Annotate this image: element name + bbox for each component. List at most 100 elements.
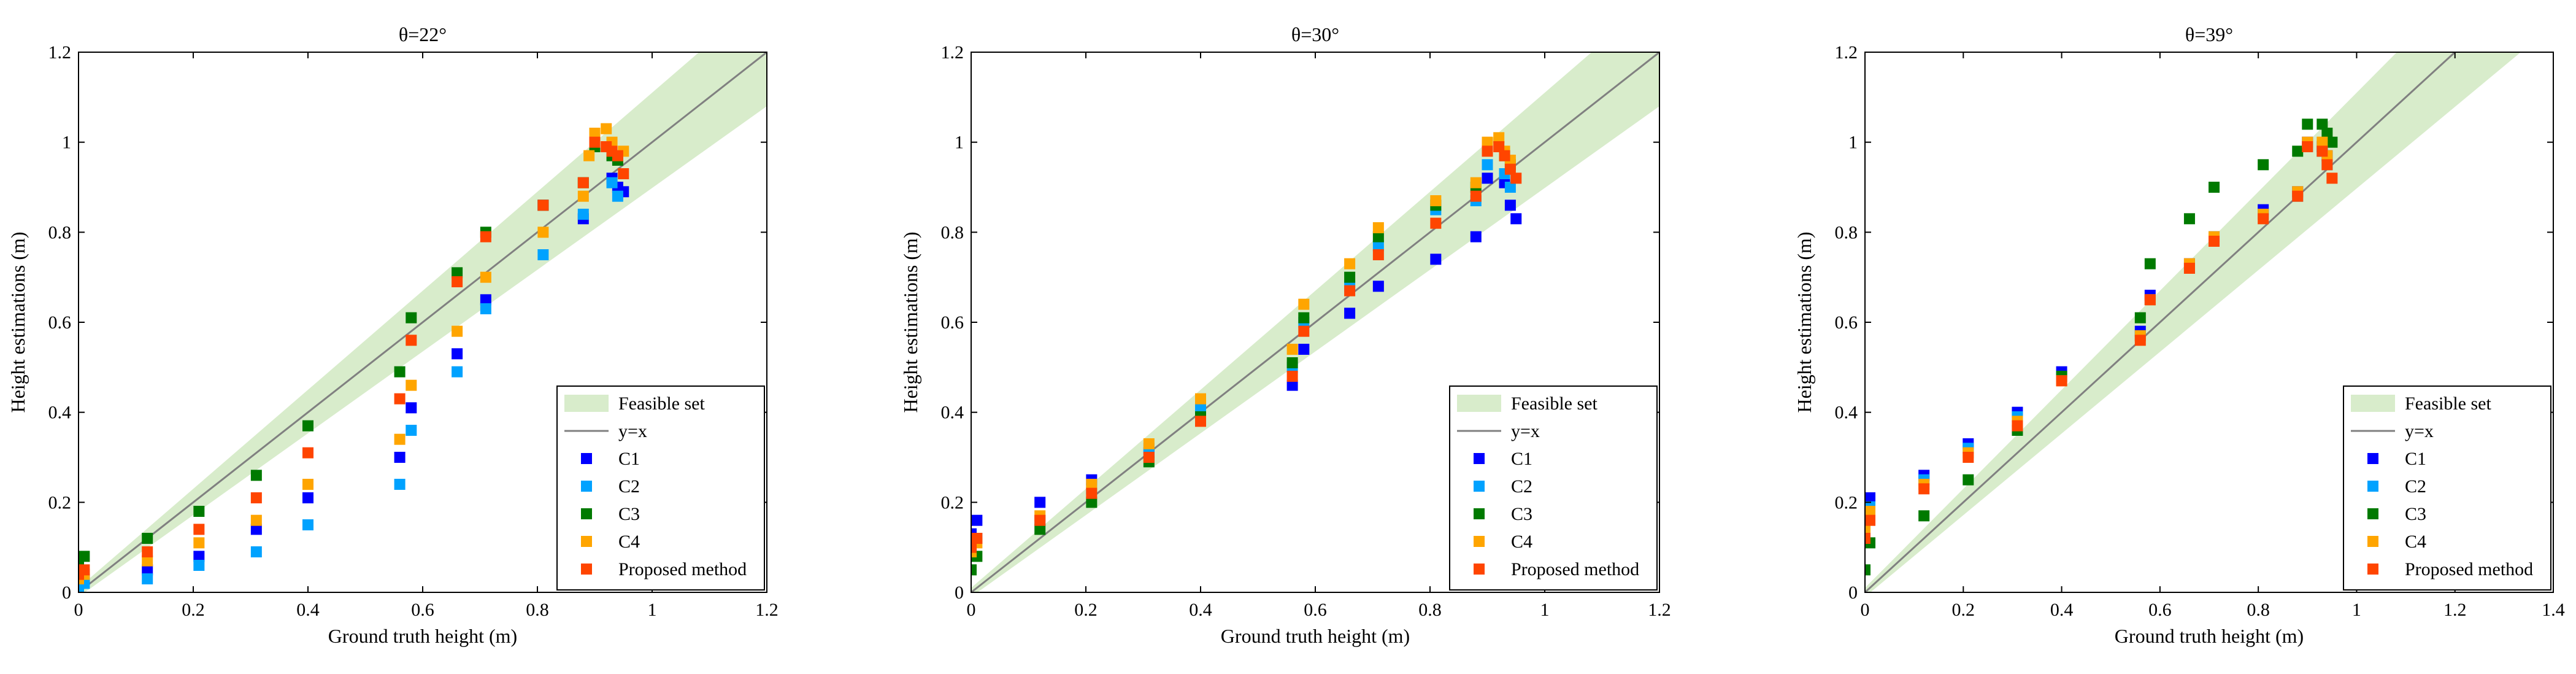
legend-label: Proposed method xyxy=(1511,559,1639,579)
legend-label: Feasible set xyxy=(2405,393,2491,414)
x-axis-label: Ground truth height (m) xyxy=(1221,625,1410,647)
y-tick-label: 1.2 xyxy=(1835,42,1858,63)
data-point-proposed xyxy=(1470,190,1482,202)
data-point-C4 xyxy=(480,271,491,283)
data-point-C1 xyxy=(1286,379,1298,391)
legend-c1: C1 xyxy=(2367,449,2426,469)
y-tick-label: 0.4 xyxy=(48,403,72,423)
legend-c1: C1 xyxy=(581,449,640,469)
data-point-C4 xyxy=(1865,506,1876,517)
legend-proposed: Proposed method xyxy=(581,559,747,579)
data-point-C2 xyxy=(406,425,417,436)
data-point-C1 xyxy=(971,514,983,526)
x-tick-label: 0 xyxy=(1861,600,1870,620)
data-point-proposed xyxy=(2258,213,2269,225)
data-point-C4 xyxy=(2316,136,2328,148)
legend-c2: C2 xyxy=(1474,476,1532,497)
x-tick-label: 0 xyxy=(74,600,83,620)
data-point-proposed xyxy=(577,177,589,188)
data-point-proposed xyxy=(193,524,205,535)
legend-swatch xyxy=(1457,395,1501,412)
data-point-C3 xyxy=(79,551,90,562)
legend-c3: C3 xyxy=(2367,504,2426,524)
data-point-proposed xyxy=(612,150,623,161)
x-tick-label: 0.2 xyxy=(182,600,205,620)
legend-swatch xyxy=(2367,453,2378,464)
data-point-proposed xyxy=(1865,514,1876,526)
y-tick-label: 0.8 xyxy=(941,222,964,242)
data-point-C4 xyxy=(1482,136,1493,148)
data-point-proposed xyxy=(1865,533,1870,544)
data-point-proposed xyxy=(452,276,463,287)
data-point-C2 xyxy=(394,479,406,490)
data-point-proposed xyxy=(1143,452,1155,463)
legend-swatch xyxy=(1474,508,1485,519)
legend-swatch xyxy=(2367,508,2378,519)
legend-swatch xyxy=(581,481,592,492)
data-point-C1 xyxy=(193,551,205,562)
y-tick-label: 0.4 xyxy=(941,403,964,423)
data-point-proposed xyxy=(1372,249,1384,260)
data-point-C4 xyxy=(1195,393,1206,405)
data-point-proposed xyxy=(302,447,313,459)
data-point-C3 xyxy=(2292,145,2304,157)
data-point-C1 xyxy=(1865,492,1876,503)
legend-label: Proposed method xyxy=(2405,559,2533,579)
chart-title: θ=39° xyxy=(2185,23,2233,45)
data-point-proposed xyxy=(2144,294,2156,306)
data-point-proposed xyxy=(142,546,153,557)
legend-label: y=x xyxy=(2405,421,2434,441)
data-point-proposed xyxy=(394,393,406,405)
legend-label: C4 xyxy=(2405,532,2426,552)
data-point-C3 xyxy=(2326,136,2338,148)
y-tick-label: 0 xyxy=(62,583,71,603)
legend-c4: C4 xyxy=(2367,532,2426,552)
legend-proposed: Proposed method xyxy=(1474,559,1639,579)
data-point-C3 xyxy=(2183,213,2195,225)
data-point-proposed xyxy=(2183,263,2195,274)
data-point-C3 xyxy=(1298,312,1310,323)
data-point-C3 xyxy=(193,506,205,517)
data-point-proposed xyxy=(1034,514,1046,526)
legend-swatch xyxy=(2351,395,2395,412)
legend-c1: C1 xyxy=(1474,449,1532,469)
legend-feasible: Feasible set xyxy=(2351,393,2491,414)
legend-c3: C3 xyxy=(581,504,640,524)
data-point-proposed xyxy=(1344,285,1356,296)
data-point-C2 xyxy=(142,573,153,584)
data-point-proposed xyxy=(406,335,417,346)
data-point-C3 xyxy=(2134,312,2146,323)
data-point-C4 xyxy=(193,537,205,549)
legend-c2: C2 xyxy=(581,476,640,497)
data-point-C4 xyxy=(1493,132,1505,144)
legend-swatch xyxy=(581,453,592,464)
plot-area xyxy=(1865,52,2521,592)
y-axis-label: Height estimations (m) xyxy=(1793,231,1815,413)
data-point-C4 xyxy=(1430,195,1442,206)
y-equals-x-line xyxy=(79,52,767,592)
chart-title: θ=30° xyxy=(1291,23,1339,45)
data-point-C4 xyxy=(1865,524,1870,535)
y-tick-label: 1.2 xyxy=(941,42,964,63)
data-point-C3 xyxy=(394,366,406,378)
data-point-C2 xyxy=(612,190,623,202)
data-point-C1 xyxy=(1504,199,1516,211)
y-tick-label: 1 xyxy=(955,133,964,153)
legend-label: C1 xyxy=(2405,449,2426,469)
legend-yx: y=x xyxy=(1457,421,1540,441)
data-point-C1 xyxy=(406,402,417,414)
data-point-C3 xyxy=(1286,357,1298,368)
x-tick-label: 0.6 xyxy=(2148,600,2172,620)
legend-c2: C2 xyxy=(2367,476,2426,497)
data-point-C3 xyxy=(250,470,262,481)
data-point-C3 xyxy=(142,533,153,544)
chart-panel-2: 0 0.2 0.4 0.6 0.8 1 1.2 0 0.2 0.4 0.6 0.8 1 1.2 θ=30° G… xyxy=(899,23,1671,647)
data-point-proposed xyxy=(2316,145,2328,157)
data-point-proposed xyxy=(1195,416,1206,427)
data-point-C2 xyxy=(250,546,262,557)
feasible-set-band xyxy=(1865,52,2521,592)
data-point-C3 xyxy=(1963,474,1974,486)
data-point-C3 xyxy=(302,420,313,432)
data-point-C3 xyxy=(2302,118,2313,130)
x-tick-label: 1 xyxy=(2352,600,2361,620)
